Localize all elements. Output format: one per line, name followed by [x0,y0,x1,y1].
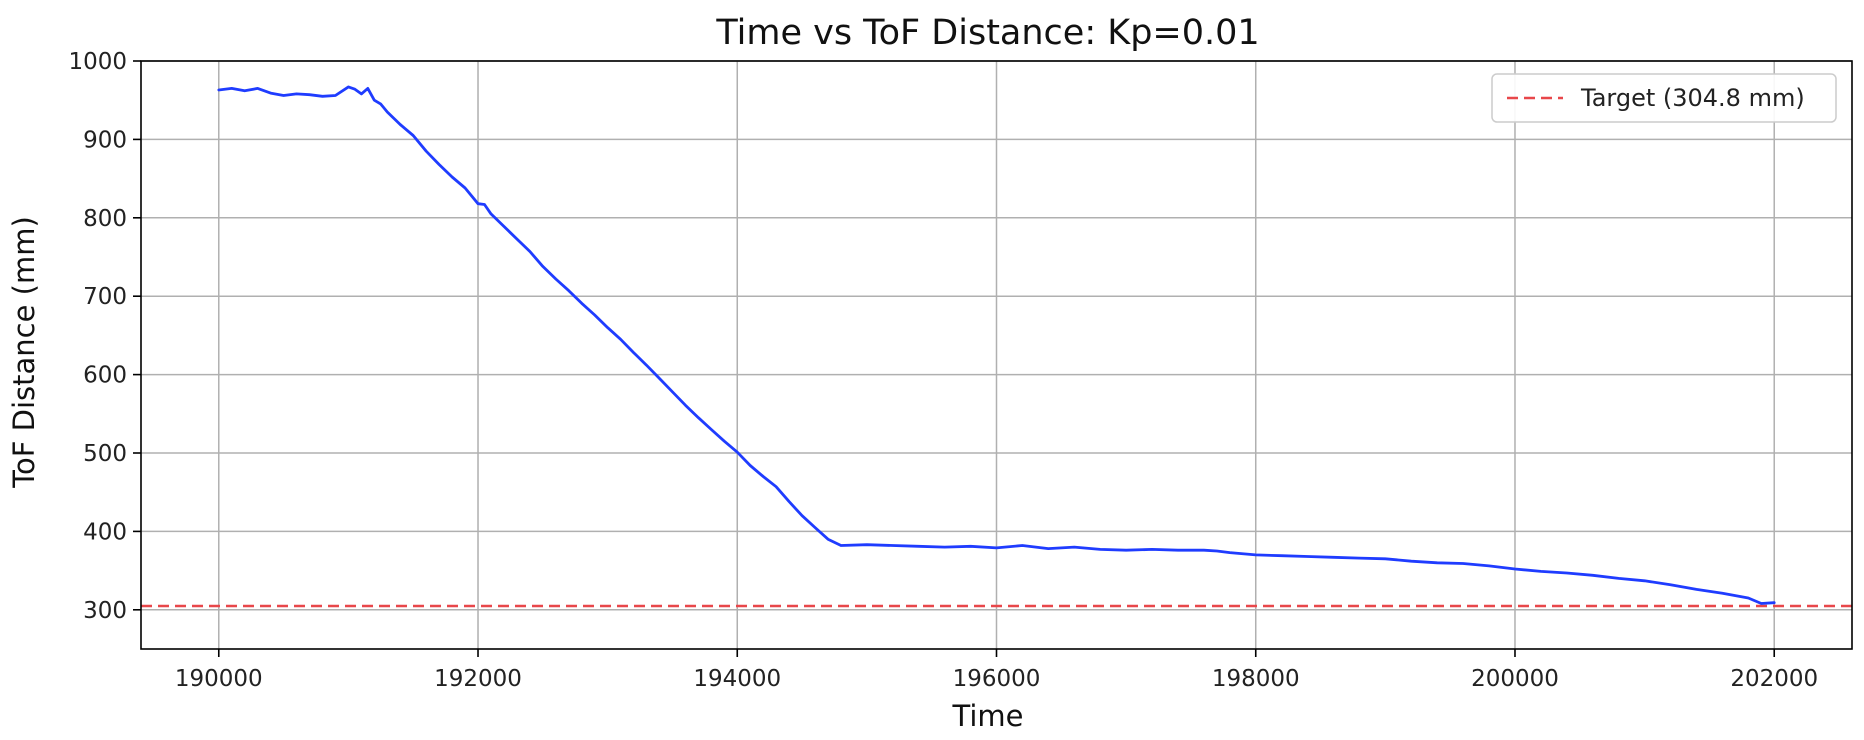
y-tick-label: 600 [83,363,127,389]
chart-title: Time vs ToF Distance: Kp=0.01 [715,13,1259,53]
data-series [217,85,1776,605]
y-tick-label: 400 [83,519,127,545]
x-axis-ticks: 190000 192000 194000 196000 198000 200000 2020… [175,649,1818,692]
legend-box [1491,73,1837,123]
x-tick-label: 192000 [434,666,522,692]
legend: Target (304.8 mm) [1491,73,1837,123]
x-tick-label: 194000 [693,666,781,692]
grid-lines [141,60,1852,649]
y-axis-ticks: 300 400 500 600 700 800 900 1000 [68,49,141,624]
y-tick-label: 700 [83,284,127,310]
y-tick-label: 1000 [68,49,127,75]
y-tick-label: 500 [83,441,127,467]
y-axis-label: ToF Distance (mm) [7,216,41,489]
x-tick-label: 198000 [1212,666,1300,692]
tof-distance-series-line [217,85,1776,605]
y-tick-label: 800 [83,206,127,232]
y-tick-label: 300 [83,598,127,624]
legend-target-label: Target (304.8 mm) [1580,84,1805,112]
x-tick-label: 196000 [953,666,1041,692]
x-tick-label: 190000 [175,666,263,692]
x-axis-label: Time [952,699,1024,733]
y-tick-label: 900 [83,127,127,153]
x-tick-label: 202000 [1730,666,1818,692]
x-tick-label: 200000 [1471,666,1559,692]
